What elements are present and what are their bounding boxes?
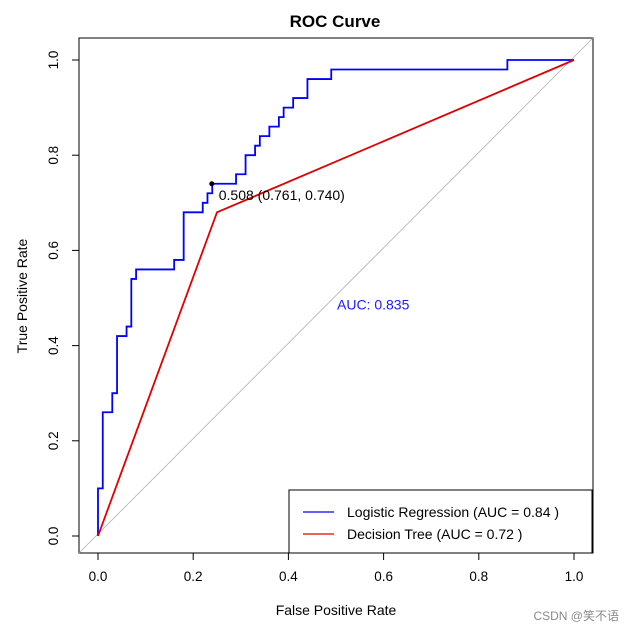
x-tick-label: 1.0 bbox=[565, 569, 584, 584]
reference-diagonal bbox=[78, 37, 594, 554]
annotation-layer: 0.508 (0.761, 0.740) AUC: 0.835 bbox=[209, 181, 410, 313]
legend-label-tree: Decision Tree (AUC = 0.72 ) bbox=[347, 526, 522, 542]
y-tick-label: 0.6 bbox=[46, 241, 61, 260]
y-axis: 0.0 0.2 0.4 0.6 0.8 1.0 bbox=[46, 51, 80, 546]
series-decision-tree bbox=[97, 59, 575, 537]
y-tick-label: 0.0 bbox=[46, 527, 61, 546]
x-tick-label: 0.8 bbox=[469, 569, 488, 584]
y-axis-label: True Positive Rate bbox=[14, 238, 30, 353]
series-layer bbox=[97, 59, 575, 537]
watermark: CSDN @笑不语 bbox=[533, 608, 619, 623]
auc-annotation: AUC: 0.835 bbox=[337, 297, 410, 313]
y-tick-label: 0.2 bbox=[46, 431, 61, 450]
legend-label-logistic: Logistic Regression (AUC = 0.84 ) bbox=[347, 504, 559, 520]
threshold-label: 0.508 (0.761, 0.740) bbox=[219, 187, 345, 203]
reference-line bbox=[78, 37, 594, 554]
threshold-point bbox=[209, 181, 215, 187]
x-tick-label: 0.4 bbox=[279, 569, 298, 584]
y-tick-label: 1.0 bbox=[46, 51, 61, 70]
x-tick-label: 0.2 bbox=[184, 569, 203, 584]
x-tick-label: 0.6 bbox=[374, 569, 393, 584]
legend: Logistic Regression (AUC = 0.84 ) Decisi… bbox=[288, 489, 593, 554]
series-logistic-regression bbox=[97, 59, 574, 536]
x-axis: 0.0 0.2 0.4 0.6 0.8 1.0 bbox=[89, 552, 584, 584]
x-axis-label: False Positive Rate bbox=[276, 602, 397, 618]
y-tick-label: 0.8 bbox=[46, 146, 61, 165]
x-tick-label: 0.0 bbox=[89, 569, 108, 584]
chart-title: ROC Curve bbox=[290, 12, 381, 31]
legend-box bbox=[288, 489, 593, 554]
y-tick-label: 0.4 bbox=[46, 336, 61, 355]
